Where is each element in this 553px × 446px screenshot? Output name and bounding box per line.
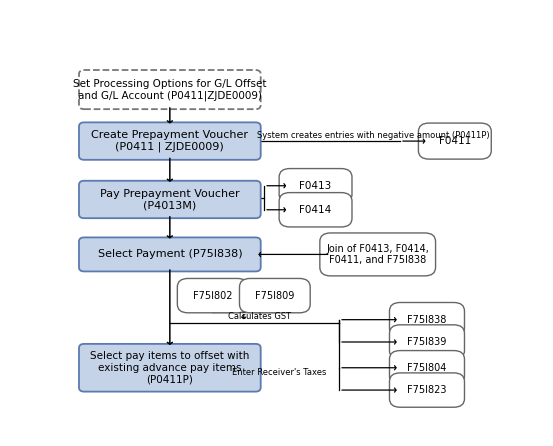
Text: Pay Prepayment Voucher
(P4013M): Pay Prepayment Voucher (P4013M)	[100, 189, 239, 210]
Text: Set Processing Options for G/L Offset
and G/L Account (P0411|ZJDE0009): Set Processing Options for G/L Offset an…	[73, 78, 267, 101]
Text: Enter Receiver's Taxes: Enter Receiver's Taxes	[232, 368, 326, 377]
FancyBboxPatch shape	[239, 278, 310, 313]
Text: F0414: F0414	[299, 205, 332, 215]
Text: F0411: F0411	[439, 136, 471, 146]
Text: Join of F0413, F0414,
F0411, and F75I838: Join of F0413, F0414, F0411, and F75I838	[326, 244, 429, 265]
Text: F75I809: F75I809	[255, 291, 295, 301]
Text: Create Prepayment Voucher
(P0411 | ZJDE0009): Create Prepayment Voucher (P0411 | ZJDE0…	[91, 130, 248, 152]
Text: F75I838: F75I838	[408, 315, 447, 325]
FancyBboxPatch shape	[419, 123, 491, 159]
Text: F0413: F0413	[299, 181, 332, 191]
FancyBboxPatch shape	[79, 344, 260, 392]
Text: Calculates GST: Calculates GST	[228, 312, 291, 322]
FancyBboxPatch shape	[79, 181, 260, 218]
Text: System creates entries with negative amount (P0411P): System creates entries with negative amo…	[257, 131, 489, 140]
FancyBboxPatch shape	[79, 122, 260, 160]
FancyBboxPatch shape	[389, 325, 465, 359]
Text: Select Payment (P75I838): Select Payment (P75I838)	[97, 249, 242, 260]
FancyBboxPatch shape	[320, 233, 436, 276]
FancyBboxPatch shape	[389, 302, 465, 337]
Text: F75I839: F75I839	[408, 337, 447, 347]
FancyBboxPatch shape	[279, 193, 352, 227]
FancyBboxPatch shape	[389, 373, 465, 407]
Text: F75I802: F75I802	[193, 291, 232, 301]
FancyBboxPatch shape	[279, 169, 352, 203]
FancyBboxPatch shape	[79, 237, 260, 272]
FancyBboxPatch shape	[79, 70, 260, 109]
Text: Select pay items to offset with
existing advance pay items
(P0411P): Select pay items to offset with existing…	[90, 351, 249, 384]
Text: F75I823: F75I823	[407, 385, 447, 395]
FancyBboxPatch shape	[389, 351, 465, 385]
FancyBboxPatch shape	[178, 278, 248, 313]
Text: F75I804: F75I804	[408, 363, 447, 373]
